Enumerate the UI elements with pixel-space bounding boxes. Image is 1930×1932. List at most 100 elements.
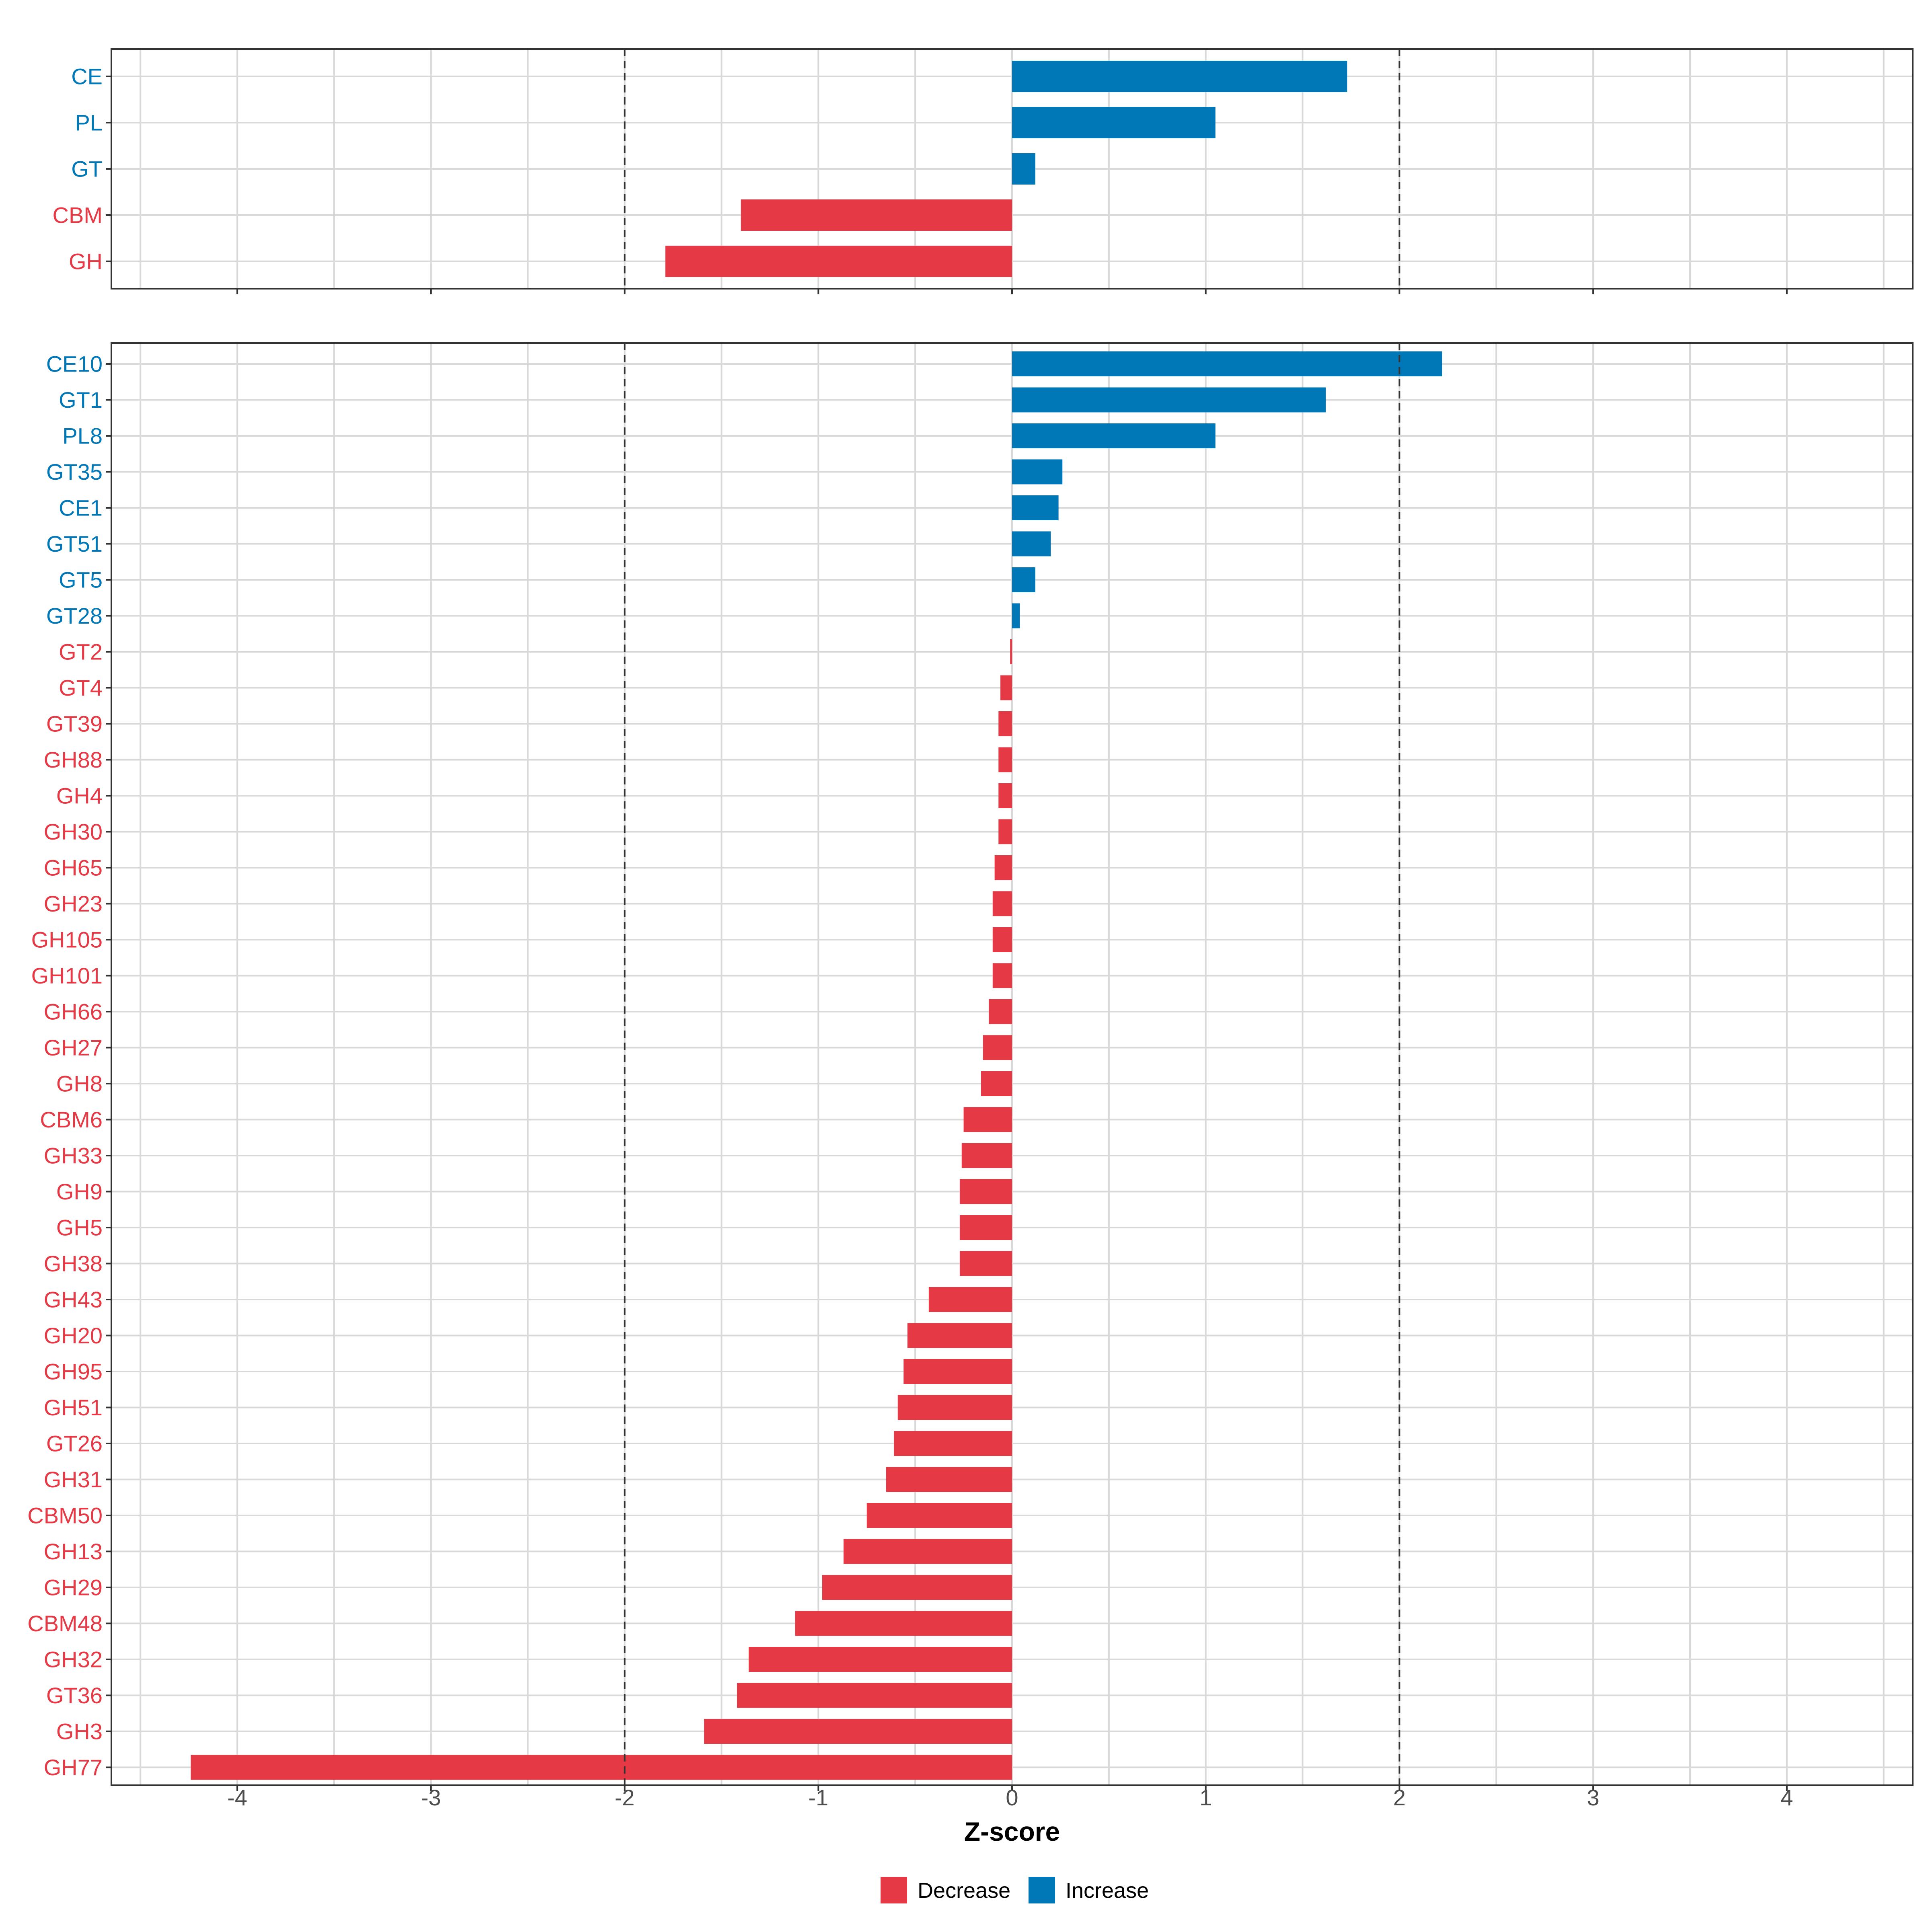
y-tick-label: GT2: [59, 639, 103, 665]
x-tick-label: 0: [1006, 1785, 1018, 1810]
bar-GH29: [822, 1575, 1012, 1600]
bar-GH23: [992, 891, 1012, 916]
y-tick-label: GH5: [56, 1215, 103, 1240]
y-tick-label: GH4: [56, 783, 103, 809]
bar-CBM: [741, 199, 1012, 231]
y-tick-label: PL: [75, 110, 103, 136]
y-tick-label: GH88: [44, 747, 103, 772]
bar-CBM48: [795, 1611, 1012, 1636]
y-tick-label: GH38: [44, 1251, 103, 1276]
y-tick-label: GH3: [56, 1719, 103, 1744]
legend-label-decrease: Decrease: [918, 1879, 1010, 1903]
y-tick-label: CE: [71, 64, 103, 89]
y-tick-label: GH29: [44, 1575, 103, 1600]
y-tick-label: GH77: [44, 1755, 103, 1780]
bar-CE: [1012, 61, 1347, 92]
y-tick-label: GH23: [44, 891, 103, 916]
bar-GT: [1012, 153, 1035, 185]
y-tick-label: GH33: [44, 1143, 103, 1168]
x-tick-label: -3: [421, 1785, 441, 1810]
bar-CBM6: [963, 1107, 1012, 1132]
bar-GT2: [1010, 639, 1012, 664]
bar-GH: [665, 246, 1012, 277]
y-tick-label: GH: [69, 249, 103, 274]
y-tick-label: GH32: [44, 1647, 103, 1672]
y-tick-label: CBM: [53, 203, 103, 228]
y-tick-label: GT51: [46, 531, 103, 556]
x-axis: -4 -3 -2 -1 0 1 2 3 4: [227, 1785, 1793, 1810]
y-tick-label: CBM50: [27, 1503, 103, 1528]
legend-swatch-increase: [1029, 1877, 1055, 1903]
y-tick-label: GH66: [44, 999, 103, 1025]
y-tick-label: GH95: [44, 1359, 103, 1384]
bar-GH51: [897, 1395, 1012, 1420]
y-tick-label: GT35: [46, 459, 103, 485]
y-tick-label: CBM48: [27, 1611, 103, 1636]
x-tick-label: 1: [1199, 1785, 1212, 1810]
y-tick-label: GH51: [44, 1395, 103, 1420]
y-tick-label: GH20: [44, 1323, 103, 1348]
bar-CBM50: [866, 1503, 1012, 1528]
bar-GH31: [886, 1467, 1012, 1492]
y-tick-label: CE10: [46, 351, 103, 377]
y-tick-label: GH31: [44, 1467, 103, 1492]
y-tick-label: GT28: [46, 603, 103, 628]
x-tick-label: -4: [227, 1785, 247, 1810]
top-panel: CE PL GT CBM GH: [53, 48, 1914, 294]
bar-GT51: [1012, 531, 1051, 556]
y-tick-label: GH105: [31, 927, 103, 953]
y-tick-label: GH9: [56, 1179, 103, 1204]
bar-GH32: [748, 1647, 1012, 1672]
x-axis-title: Z-score: [964, 1817, 1060, 1846]
y-tick-label: GT26: [46, 1431, 103, 1456]
bar-GT1: [1012, 387, 1326, 413]
bar-GH66: [989, 999, 1012, 1024]
x-tick-label: 3: [1587, 1785, 1599, 1810]
x-tick-label: 4: [1780, 1785, 1793, 1810]
y-tick-label: CBM6: [40, 1107, 103, 1132]
y-tick-label: GT4: [59, 675, 103, 700]
y-tick-label: GH27: [44, 1035, 103, 1060]
x-tick-label: -1: [808, 1785, 828, 1810]
bar-GH30: [998, 819, 1012, 844]
y-tick-label: GT1: [59, 387, 103, 413]
x-tick-label: 2: [1393, 1785, 1406, 1810]
y-tick-label: GT5: [59, 567, 103, 593]
y-tick-label: PL8: [62, 423, 103, 449]
bar-GH101: [992, 963, 1012, 988]
bar-GH3: [704, 1719, 1012, 1744]
bar-GH13: [843, 1539, 1012, 1564]
legend-swatch-decrease: [881, 1877, 907, 1903]
y-tick-label: GT36: [46, 1683, 103, 1708]
bar-PL: [1012, 107, 1215, 138]
bar-GT39: [998, 711, 1012, 736]
legend-label-increase: Increase: [1066, 1879, 1149, 1903]
y-tick-label: GT39: [46, 711, 103, 737]
y-tick-label: GT: [71, 156, 103, 182]
bar-GH20: [907, 1323, 1012, 1348]
bar-GT35: [1012, 459, 1063, 485]
bar-GH33: [961, 1143, 1012, 1168]
bar-GH27: [983, 1035, 1012, 1060]
y-tick-label: GH43: [44, 1287, 103, 1312]
legend: Decrease Increase: [881, 1877, 1149, 1903]
bar-GT26: [894, 1431, 1012, 1456]
x-tick-label: -2: [615, 1785, 635, 1810]
y-tick-label: GH13: [44, 1539, 103, 1564]
y-tick-label: GH101: [31, 963, 103, 988]
bar-GT28: [1012, 603, 1020, 628]
bar-GH4: [998, 783, 1012, 808]
bar-GH9: [959, 1179, 1012, 1204]
bar-GT5: [1012, 567, 1035, 592]
bar-GH5: [959, 1215, 1012, 1240]
y-tick-label: GH30: [44, 819, 103, 844]
bar-CE1: [1012, 495, 1059, 520]
bar-GT4: [1000, 675, 1012, 700]
bar-PL8: [1012, 423, 1215, 448]
bar-GH8: [981, 1071, 1012, 1096]
bar-GH38: [959, 1251, 1012, 1276]
bar-GH95: [903, 1359, 1012, 1384]
bar-GH65: [994, 855, 1012, 880]
